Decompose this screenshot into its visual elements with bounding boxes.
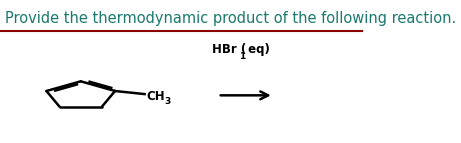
Text: 1: 1 [239, 52, 245, 61]
Text: Provide the thermodynamic product of the following reaction.: Provide the thermodynamic product of the… [5, 11, 456, 26]
Text: 3: 3 [165, 97, 171, 106]
Text: eq): eq) [244, 43, 270, 56]
Text: HBr (: HBr ( [213, 43, 247, 56]
Text: CH: CH [146, 90, 165, 103]
